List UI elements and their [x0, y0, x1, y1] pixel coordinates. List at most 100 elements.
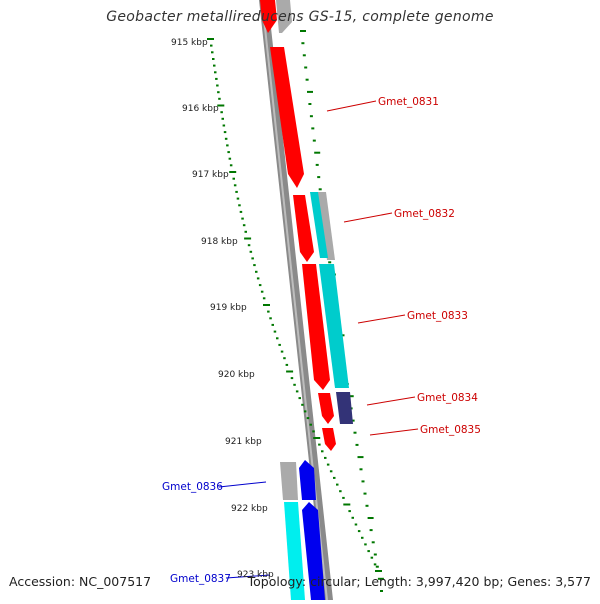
track-dash	[311, 127, 315, 130]
minor-tick	[278, 343, 281, 346]
minor-tick	[258, 284, 262, 287]
track-dash	[309, 115, 313, 118]
track-dash	[318, 188, 322, 191]
minor-tick	[342, 496, 345, 499]
minor-tick	[262, 297, 266, 300]
minor-tick	[276, 337, 279, 340]
tick-label: 916 kbp	[182, 104, 219, 114]
minor-tick	[361, 536, 364, 539]
minor-tick	[214, 71, 217, 74]
minor-tick	[326, 463, 330, 466]
gene-label-gmet-0831[interactable]: Gmet_0831	[378, 96, 439, 108]
gene-navy-0834[interactable]	[336, 392, 353, 424]
track-dash	[373, 553, 377, 556]
minor-tick	[303, 410, 307, 413]
minor-tick	[244, 230, 247, 233]
gene-arrow-top-grey	[276, 0, 292, 33]
gene-arrow-gmet-0834[interactable]	[318, 393, 334, 424]
gene-label-gmet-0836[interactable]: Gmet_0836	[162, 481, 223, 493]
track-dash	[371, 541, 375, 544]
gene-rna-0832[interactable]	[310, 192, 328, 258]
minor-tick	[348, 510, 351, 513]
track-dash	[375, 565, 379, 568]
minor-tick	[370, 556, 374, 559]
minor-tick	[217, 91, 220, 94]
track-dash	[365, 504, 369, 507]
minor-tick	[298, 397, 301, 400]
tick-label: 919 kbp	[210, 303, 247, 313]
track-dash	[312, 139, 316, 142]
minor-tick	[220, 111, 223, 114]
track-dash	[355, 443, 359, 446]
gene-label-gmet-0834[interactable]: Gmet_0834	[417, 392, 478, 404]
minor-tick	[241, 217, 244, 220]
gene-arrow-gmet-0833[interactable]	[302, 264, 330, 390]
minor-tick	[212, 58, 215, 60]
major-tick	[343, 503, 351, 506]
track-dash	[361, 480, 365, 483]
gene-arrow-gmet-0832[interactable]	[293, 195, 314, 262]
tick-scale	[207, 38, 382, 572]
minor-tick	[271, 323, 274, 326]
track-dash	[353, 431, 357, 434]
minor-tick	[229, 164, 233, 167]
minor-tick	[255, 270, 258, 273]
tick-label: 918 kbp	[201, 237, 238, 247]
minor-tick	[215, 77, 218, 80]
tick-label: 920 kbp	[218, 370, 255, 380]
gene-label-gmet-0832[interactable]: Gmet_0832	[394, 208, 455, 220]
track-dash	[315, 163, 319, 166]
gene-arrow-gmet-0835[interactable]	[322, 428, 336, 451]
minor-tick	[211, 51, 214, 54]
minor-tick	[269, 317, 272, 320]
accession-text: Accession: NC_007517	[9, 574, 152, 589]
reverse-label-lines	[218, 481, 271, 579]
minor-tick	[351, 516, 354, 519]
minor-tick	[232, 177, 235, 180]
track-dash	[359, 468, 363, 471]
track-dash	[369, 529, 373, 532]
gene-arrow-top[interactable]	[260, 0, 277, 33]
minor-tick	[221, 117, 224, 120]
minor-tick	[324, 456, 327, 459]
minor-tick	[333, 476, 336, 479]
major-tick	[207, 38, 214, 40]
minor-tick	[309, 423, 312, 426]
minor-tick	[295, 390, 299, 393]
minor-tick	[267, 310, 270, 313]
minor-tick	[312, 430, 315, 433]
gene-rna-0837[interactable]	[284, 502, 305, 600]
gene-rna-0833[interactable]	[319, 264, 349, 388]
minor-tick	[216, 84, 219, 87]
gene-label-gmet-0833[interactable]: Gmet_0833	[407, 310, 468, 322]
minor-tick	[367, 550, 370, 553]
minor-tick	[222, 124, 226, 127]
minor-tick	[306, 417, 310, 420]
gene-arrow-gmet-0837[interactable]	[302, 502, 325, 600]
gene-label-gmet-0837[interactable]: Gmet_0837	[170, 573, 231, 585]
track-dash	[328, 261, 332, 264]
minor-tick	[238, 204, 241, 207]
major-tick	[263, 304, 270, 306]
track-dash	[380, 590, 383, 592]
minor-tick	[301, 403, 304, 406]
track-dash	[308, 103, 312, 105]
minor-tick	[273, 330, 277, 333]
track-dash	[302, 54, 306, 57]
gene-label-gmet-0835[interactable]: Gmet_0835	[420, 424, 481, 436]
minor-tick	[280, 350, 284, 353]
track-dash	[317, 176, 321, 179]
minor-tick	[283, 357, 286, 360]
minor-tick	[218, 97, 221, 100]
tick-label: 923 kbp	[237, 570, 274, 580]
gene-grey-0832	[317, 192, 335, 260]
track-dash	[307, 90, 313, 93]
major-tick	[244, 237, 252, 240]
minor-tick	[239, 210, 243, 213]
gene-arrow-gmet-0836[interactable]	[299, 460, 316, 500]
minor-tick	[227, 151, 230, 154]
reverse-strand-genes	[280, 460, 325, 600]
gene-arrow-gmet-0831[interactable]	[270, 47, 304, 188]
